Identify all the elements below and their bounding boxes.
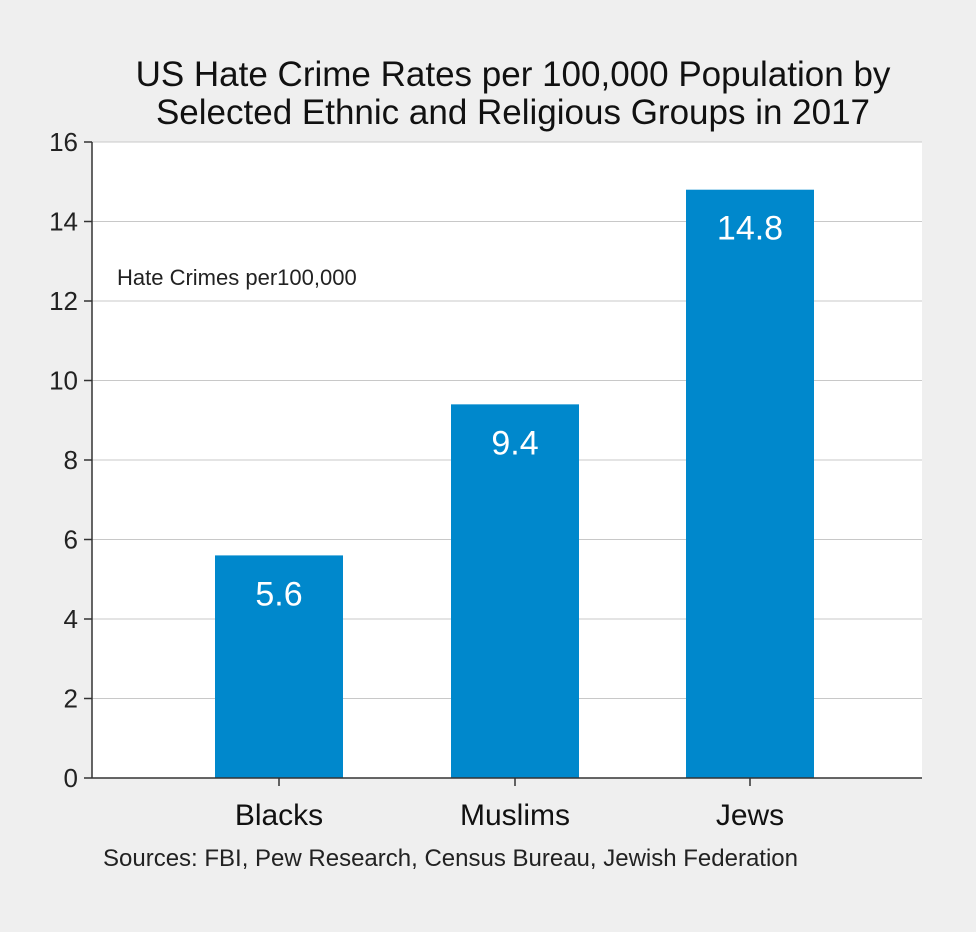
bar-jews <box>686 189 814 778</box>
y-tick-label: 8 <box>64 445 78 475</box>
x-tick-label-jews: Jews <box>716 799 784 832</box>
y-tick-label: 16 <box>49 127 78 157</box>
y-tick-label: 14 <box>49 207 78 237</box>
chart-title-line-1: US Hate Crime Rates per 100,000 Populati… <box>135 55 891 94</box>
y-tick-label: 6 <box>64 525 78 555</box>
y-axis-label: Hate Crimes per100,000 <box>117 265 357 290</box>
y-tick-label: 0 <box>64 763 78 793</box>
data-label-muslims: 9.4 <box>491 424 538 462</box>
bar-blacks <box>215 555 343 778</box>
y-tick-label: 4 <box>64 604 78 634</box>
y-tick-label: 2 <box>64 684 78 714</box>
y-tick-label: 12 <box>49 286 78 316</box>
chart-title: US Hate Crime Rates per 100,000 Populati… <box>0 56 976 132</box>
y-tick-label: 10 <box>49 366 78 396</box>
x-tick-label-muslims: Muslims <box>460 799 570 832</box>
data-label-blacks: 5.6 <box>255 575 302 613</box>
data-label-jews: 14.8 <box>717 210 783 248</box>
chart-title-line-2: Selected Ethnic and Religious Groups in … <box>155 93 871 132</box>
source-note: Sources: FBI, Pew Research, Census Burea… <box>103 845 798 872</box>
x-tick-label-blacks: Blacks <box>235 799 323 832</box>
bar-muslims <box>451 404 579 778</box>
